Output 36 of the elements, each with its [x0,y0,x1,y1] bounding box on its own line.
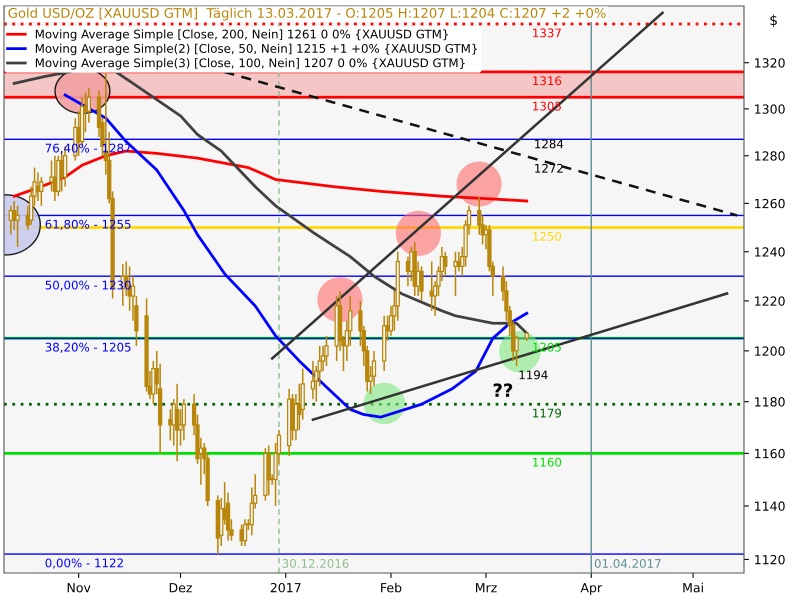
y-tick-label: 1120 [755,554,785,564]
x-tick-label: Mrz [476,583,497,592]
y-tick-label: 1180 [755,397,785,407]
y-tick-label: 1200 [755,346,785,356]
y-tick-label: 1320 [755,58,785,68]
x-tick-label: Apr [580,583,602,595]
ref-line-label: 1316 [533,76,562,86]
x-tick-label: 2017 [270,582,301,592]
annotation: ?? [494,383,512,397]
legend-label: Moving Average Simple(3) [Close, 100, Nein] 1207 0 0% {XAUUSD GTM} [36,58,465,70]
y-tick-label: 1260 [755,198,785,208]
y-tick-label: 1140 [755,501,785,511]
chart-title: Gold USD/OZ [XAUUSD GTM] Täglich 13.03.2017 - O:1205 H:1207 L:1204 C:1207 +2 +0% [8,8,606,20]
ref-line-label: 1250 [533,232,562,241]
y-tick-label: 1280 [755,151,785,161]
x-tick-label: Dez [170,583,192,592]
annotation: 0,00% - 1122 [46,558,123,569]
x-tick-label: Mai [683,582,703,592]
annotation: 1272 [535,164,563,173]
ref-line-label: 01.04.2017 [594,559,661,568]
x-tick-label: Feb [381,582,402,592]
annotation: 1194 [520,370,548,380]
legend-label: Moving Average Simple(2) [Close, 50, Nein] 1215 +1 +0% {XAUUSD GTM} [36,44,477,56]
ref-line-label: 30.12.2016 [282,559,349,568]
y-tick-label: 1300 [755,104,785,114]
ref-line-label: 1179 [533,408,562,418]
y-axis-title: $ [770,14,777,28]
annotation: 1284 [535,139,564,148]
y-tick-label: 1240 [755,247,785,257]
x-tick-label: Nov [68,583,91,592]
ref-line-label: 1160 [533,458,562,467]
ref-line-label: 1337 [533,28,561,38]
legend-label: Moving Average Simple [Close, 200, Nein] 1261 0 0% {XAUUSD GTM} [36,29,448,41]
y-tick-label: 1160 [755,448,785,458]
y-tick-label: 1220 [755,296,785,306]
annotation: 38,20% - 1205 [46,342,131,353]
